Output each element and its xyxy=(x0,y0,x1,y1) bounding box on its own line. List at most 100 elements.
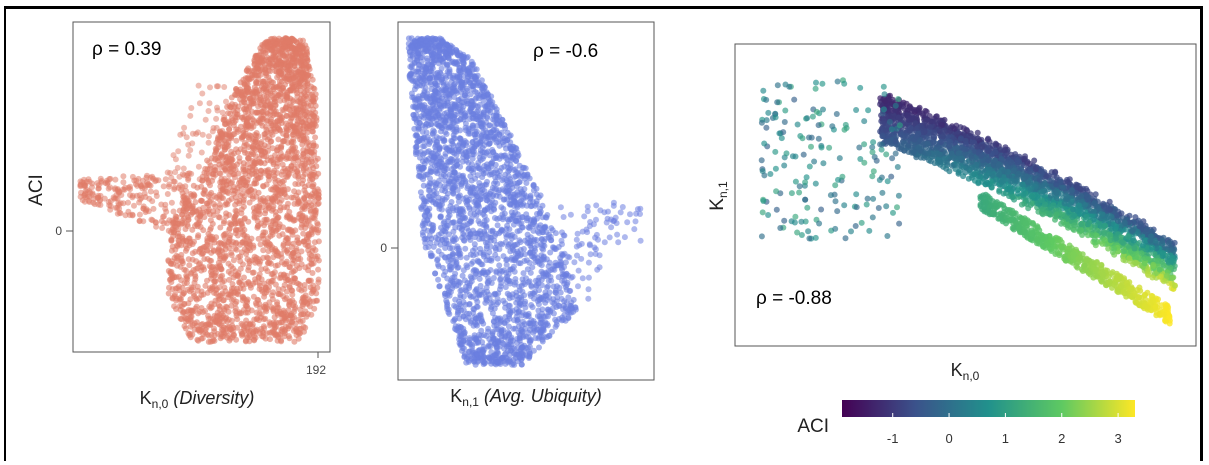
panel-2-point xyxy=(500,196,507,203)
panel-1-point xyxy=(298,71,305,78)
panel-1-tail-point xyxy=(169,217,176,224)
panel-1-point xyxy=(298,162,305,169)
panel-1-tail-point xyxy=(217,170,224,177)
panel-1-point xyxy=(228,164,235,170)
panel-1-point xyxy=(197,224,204,230)
panel-2-point xyxy=(477,282,484,289)
panel-1-point xyxy=(282,296,288,303)
panel-1-point xyxy=(272,221,279,227)
panel-1-point xyxy=(201,266,208,273)
panel-1-tail-point xyxy=(77,182,84,189)
panel-2-point xyxy=(504,129,511,136)
panel-2-point xyxy=(516,227,523,234)
panel-1-point xyxy=(207,268,214,275)
panel-1-point xyxy=(193,296,200,303)
panel-2-point xyxy=(460,59,467,66)
panel-1-point xyxy=(286,264,293,271)
panel-1-tail-point xyxy=(206,100,213,107)
panel-1-point xyxy=(292,181,299,187)
panel-1-point xyxy=(209,220,216,227)
panel-1-point xyxy=(251,188,258,195)
panel-1-point xyxy=(306,199,313,206)
panel-2-point xyxy=(454,157,461,164)
panel-1-point xyxy=(295,175,302,182)
panel-2-point xyxy=(510,325,517,332)
panel-1-point xyxy=(178,296,184,303)
panel-1-point xyxy=(306,192,313,199)
panel-1-point xyxy=(310,142,317,149)
panel-1-point xyxy=(255,222,262,229)
panel-1-point xyxy=(299,213,306,220)
panel-1-point xyxy=(249,143,256,150)
panel-1-point xyxy=(212,203,219,210)
panel-2-point xyxy=(518,294,525,301)
panel-1-point xyxy=(271,167,278,174)
panel-2-point xyxy=(558,295,565,302)
panel-1-point xyxy=(268,207,275,214)
panel-2-point xyxy=(496,262,503,269)
panel-1-point xyxy=(291,217,298,224)
panel-2-point xyxy=(472,245,479,252)
panel-1-tail-point xyxy=(144,179,151,186)
panel-1-point xyxy=(265,63,272,70)
panel-1-point xyxy=(313,297,320,304)
panel-1-point xyxy=(294,168,301,175)
panel-2-point xyxy=(433,180,440,187)
panel-1-point xyxy=(212,287,219,294)
panel-1-point xyxy=(228,133,235,140)
panel-1-point xyxy=(265,143,272,150)
panel-2-point xyxy=(428,121,435,128)
panel-diversity: ρ = 0.39 0 192 ACI Kn,0 (Diversity) xyxy=(26,21,331,411)
panel-1-tail-point xyxy=(138,183,144,189)
panel-1-point xyxy=(261,92,268,99)
panel-1-point xyxy=(312,109,319,116)
panel-1-point xyxy=(230,257,237,264)
panel-1-point xyxy=(253,138,260,145)
panel-1-tail-point xyxy=(186,200,192,207)
panel-2-point xyxy=(507,240,514,247)
panel-1-tail-point xyxy=(177,131,184,138)
panel-1-tail-point xyxy=(205,133,212,140)
panel-1-point xyxy=(246,155,252,162)
panel-1-point xyxy=(294,154,301,161)
panel-avg-ubiquity: ρ = -0.6 0 Kn,1 (Avg. Ubiquity) xyxy=(380,21,655,409)
panel-1-point xyxy=(239,134,246,141)
panel-1-point xyxy=(291,109,298,116)
panel-1-point xyxy=(211,318,218,325)
panel-1-point xyxy=(232,220,239,227)
panel-1-tail-point xyxy=(152,219,159,226)
panel-2-point xyxy=(424,134,431,141)
panel-1-point xyxy=(285,148,292,155)
panel-1-point xyxy=(267,102,274,109)
panel-1-tail-point xyxy=(125,199,131,206)
panel-2-point xyxy=(491,103,498,110)
panel-1-point xyxy=(275,252,282,259)
panel-1-point xyxy=(183,245,190,252)
panel-1-point xyxy=(257,241,264,248)
panel-1-point xyxy=(303,123,310,130)
panel-1-point xyxy=(262,219,269,226)
panel-1-point xyxy=(242,96,249,103)
panel-1-point xyxy=(256,118,263,125)
panel-1-tail-point xyxy=(168,174,175,181)
panel-1-point xyxy=(246,104,253,111)
panel-1-tail-point xyxy=(187,112,194,119)
panel-1-point xyxy=(255,275,262,281)
panel-1-point xyxy=(294,78,301,85)
panel-1-tail-point xyxy=(222,161,229,168)
panel-2-point xyxy=(522,304,529,311)
panel-1-point xyxy=(217,204,224,211)
panel-1-tail-point xyxy=(105,199,112,205)
panel-2-point xyxy=(492,161,499,168)
panel-1-point xyxy=(246,199,253,206)
panel-2-point xyxy=(459,347,465,354)
panel-1-tail-point xyxy=(182,183,189,190)
panel-1-point xyxy=(306,167,313,173)
panel-1-point xyxy=(221,231,228,238)
panel-1-point xyxy=(195,232,202,239)
panel-1-point xyxy=(267,320,274,327)
panel-1-point xyxy=(203,247,210,254)
panel-1-tail-point xyxy=(116,209,123,216)
panel-1-point xyxy=(165,258,172,265)
panel-1-point xyxy=(174,285,181,292)
